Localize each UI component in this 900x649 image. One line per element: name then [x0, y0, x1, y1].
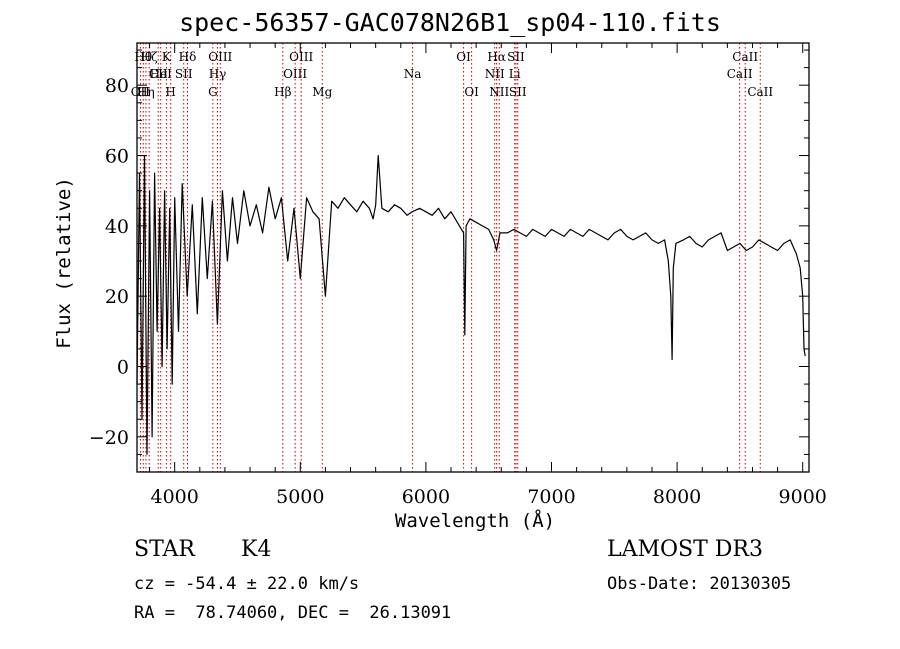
spectrum-line: [136, 154, 806, 455]
y-axis-label: Flux (relative): [53, 177, 75, 349]
line-marker-label: OI: [456, 50, 471, 64]
line-marker-label: Na: [404, 67, 422, 81]
object-class: STAR: [134, 537, 195, 562]
spectrum-series: [136, 154, 806, 455]
line-marker-label: SII: [509, 85, 527, 99]
chart-title: spec-56357-GAC078N26B1_sp04-110.fits: [179, 8, 721, 37]
line-marker-label: CaII: [747, 85, 773, 99]
y-tick-label: 60: [105, 146, 129, 168]
line-markers: [139, 43, 761, 472]
survey-name: LAMOST DR3: [607, 537, 763, 562]
x-tick-label: 5000: [276, 486, 324, 508]
line-marker-label: CaII: [732, 50, 758, 64]
coordinates: RA = 78.74060, DEC = 26.13091: [134, 603, 452, 623]
x-tick-label: 4000: [151, 486, 199, 508]
line-marker-label: Hζ: [141, 50, 158, 64]
line-marker-label: NII: [489, 85, 509, 99]
x-tick-label: 7000: [527, 486, 575, 508]
line-marker-label: Hα: [487, 50, 506, 64]
line-marker-label: OI: [464, 85, 479, 99]
line-marker-label: Hβ: [274, 85, 291, 99]
x-tick-label: 8000: [653, 486, 701, 508]
x-tick-label: 6000: [402, 486, 450, 508]
line-marker-label: NII: [485, 67, 505, 81]
redshift-cz: cz = -54.4 ± 22.0 km/s: [134, 574, 360, 594]
y-tick-label: 20: [105, 286, 129, 308]
axis-ticks: [137, 43, 809, 473]
line-marker-label: CII: [149, 67, 168, 81]
line-marker-label: Hγ: [209, 67, 227, 81]
line-marker-label: OII: [131, 85, 151, 99]
line-marker-label: Hθ: [134, 50, 152, 64]
y-tick-label: 40: [105, 216, 129, 238]
line-marker-label: Li: [509, 67, 521, 81]
observation-date: Obs-Date: 20130305: [607, 574, 792, 594]
object-subclass: K4: [241, 537, 272, 562]
line-marker-labels: OIIHθHηHζCIIHeIKHSIIHδGHγOIIIHβOIIIOIIIM…: [131, 50, 774, 99]
y-tick-label: 0: [117, 357, 129, 379]
line-marker-label: OIII: [283, 67, 307, 81]
line-marker-label: H: [165, 85, 175, 99]
line-marker-label: OIII: [289, 50, 313, 64]
line-marker-label: Hη: [137, 85, 155, 99]
line-marker-label: Hδ: [179, 50, 197, 64]
x-tick-label: 9000: [779, 486, 827, 508]
plot-frame: [136, 42, 810, 473]
line-marker-label: SII: [507, 50, 525, 64]
line-marker-label: OIII: [208, 50, 232, 64]
line-marker-label: Mg: [312, 85, 332, 99]
line-marker-label: K: [162, 50, 172, 64]
line-marker-label: HeI: [150, 67, 173, 81]
axis-tick-labels: 4000 5000 6000 7000 8000 9000 −20 0 20 40 60 80: [89, 75, 827, 508]
line-marker-label: SII: [175, 67, 193, 81]
line-marker-label: G: [208, 85, 218, 99]
y-tick-label: −20: [89, 427, 129, 449]
y-tick-label: 80: [105, 75, 129, 97]
line-marker-label: CaII: [727, 67, 753, 81]
x-axis-label: Wavelength (Å): [394, 510, 556, 532]
